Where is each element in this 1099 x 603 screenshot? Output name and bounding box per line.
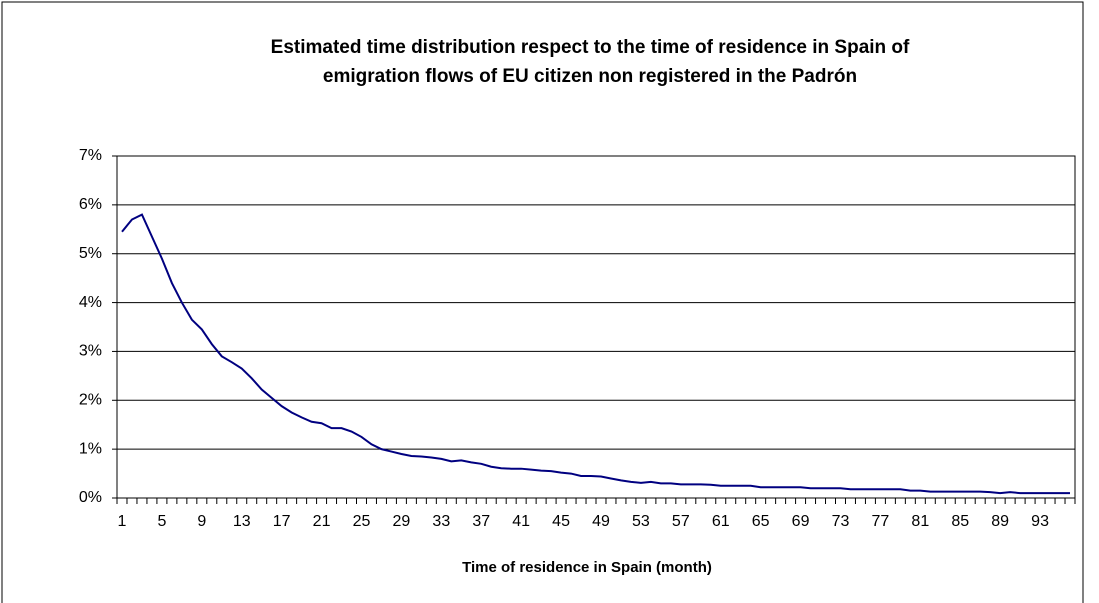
x-tick-label: 41 [512, 513, 530, 530]
x-tick-label: 1 [118, 513, 127, 530]
x-tick-label: 5 [157, 513, 166, 530]
x-tick-label: 13 [233, 513, 251, 530]
x-tick-label: 73 [832, 513, 850, 530]
y-tick-label: 6% [79, 196, 102, 213]
x-tick-label: 77 [872, 513, 890, 530]
chart-title: emigration flows of EU citizen non regis… [323, 66, 857, 87]
x-tick-label: 29 [393, 513, 411, 530]
x-tick-label: 45 [552, 513, 570, 530]
x-tick-label: 93 [1031, 513, 1049, 530]
x-tick-label: 89 [991, 513, 1009, 530]
x-tick-label: 37 [472, 513, 490, 530]
y-tick-label: 4% [79, 294, 102, 311]
x-tick-label: 57 [672, 513, 690, 530]
x-tick-label: 25 [353, 513, 371, 530]
x-axis-title: Time of residence in Spain (month) [462, 559, 712, 576]
x-tick-label: 81 [911, 513, 929, 530]
x-tick-label: 85 [951, 513, 969, 530]
y-tick-label: 1% [79, 440, 102, 457]
x-tick-label: 61 [712, 513, 730, 530]
x-tick-label: 69 [792, 513, 810, 530]
y-tick-label: 5% [79, 245, 102, 262]
data-line [121, 213, 1071, 495]
x-tick-label: 9 [197, 513, 206, 530]
y-tick-label: 2% [79, 392, 102, 409]
x-tick-label: 49 [592, 513, 610, 530]
chart-title: Estimated time distribution respect to t… [271, 37, 910, 58]
x-tick-label: 65 [752, 513, 770, 530]
plot-area [116, 155, 1076, 499]
y-tick-label: 3% [79, 343, 102, 360]
y-tick-label: 7% [79, 147, 102, 164]
x-tick-label: 33 [432, 513, 450, 530]
y-tick-label: 0% [79, 489, 102, 506]
x-tick-label: 21 [313, 513, 331, 530]
x-tick-label: 53 [632, 513, 650, 530]
x-tick-label: 17 [273, 513, 291, 530]
